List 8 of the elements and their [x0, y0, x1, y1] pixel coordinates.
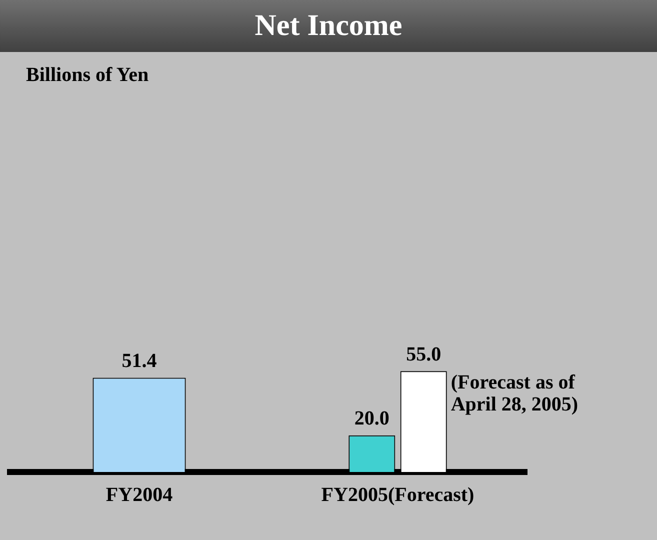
- x-tick-label: FY2004: [106, 484, 173, 506]
- annotation: (Forecast as of April 28, 2005): [450, 371, 578, 416]
- data-label: 55.0: [406, 343, 442, 366]
- data-label: 20.0: [354, 408, 390, 430]
- chart-title: Net Income: [0, 0, 657, 52]
- x-tick-label: FY2005(Forecast): [321, 484, 474, 506]
- data-label: 51.4: [122, 350, 157, 372]
- text: Billions of Yen: [26, 64, 149, 87]
